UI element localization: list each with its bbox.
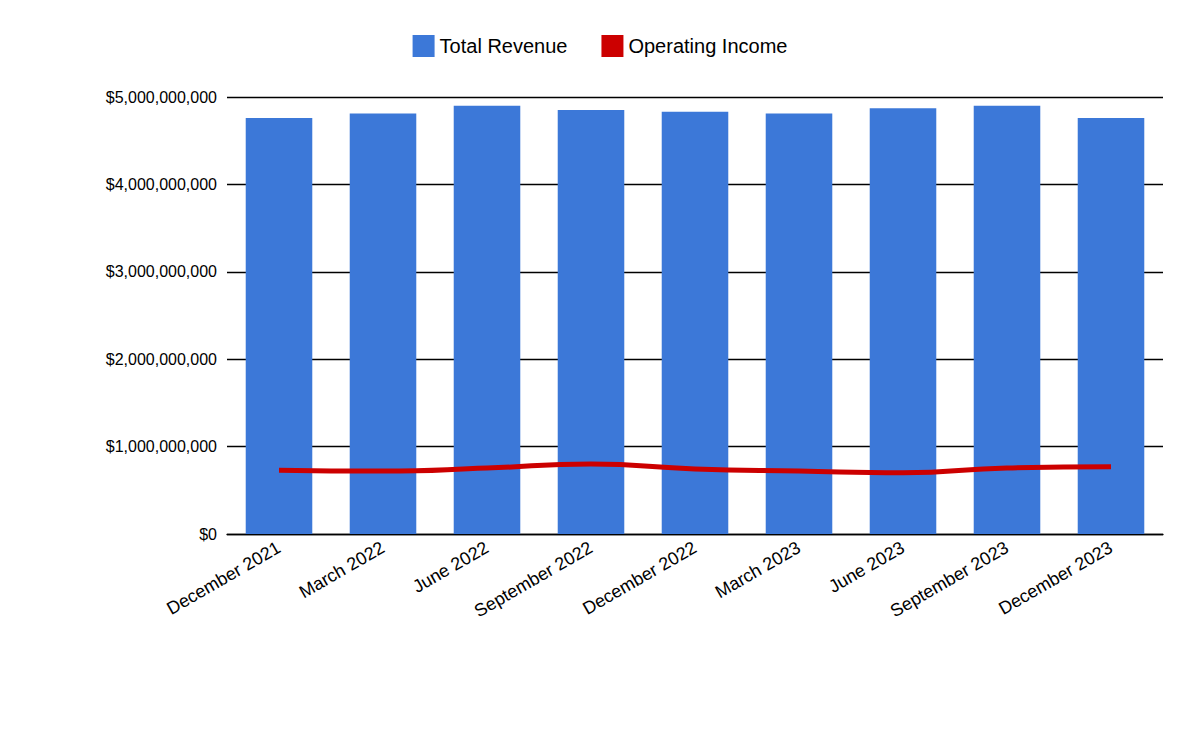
svg-text:September 2022: September 2022 [471,537,596,621]
svg-text:December 2022: December 2022 [579,537,700,618]
svg-text:March 2022: March 2022 [296,537,388,602]
svg-text:$2,000,000,000: $2,000,000,000 [106,351,217,368]
svg-text:$4,000,000,000: $4,000,000,000 [106,176,217,193]
svg-text:September 2023: September 2023 [887,537,1012,621]
svg-text:$1,000,000,000: $1,000,000,000 [106,438,217,455]
svg-text:December 2023: December 2023 [995,537,1116,618]
svg-text:$0: $0 [199,526,217,543]
svg-text:June 2022: June 2022 [409,537,492,596]
svg-text:$3,000,000,000: $3,000,000,000 [106,263,217,280]
svg-text:Operating Income: Operating Income [628,35,787,57]
svg-text:December 2021: December 2021 [163,537,284,618]
svg-text:June 2023: June 2023 [825,537,908,596]
svg-text:March 2023: March 2023 [712,537,804,602]
svg-text:$5,000,000,000: $5,000,000,000 [106,89,217,106]
svg-text:Total Revenue: Total Revenue [440,35,568,57]
